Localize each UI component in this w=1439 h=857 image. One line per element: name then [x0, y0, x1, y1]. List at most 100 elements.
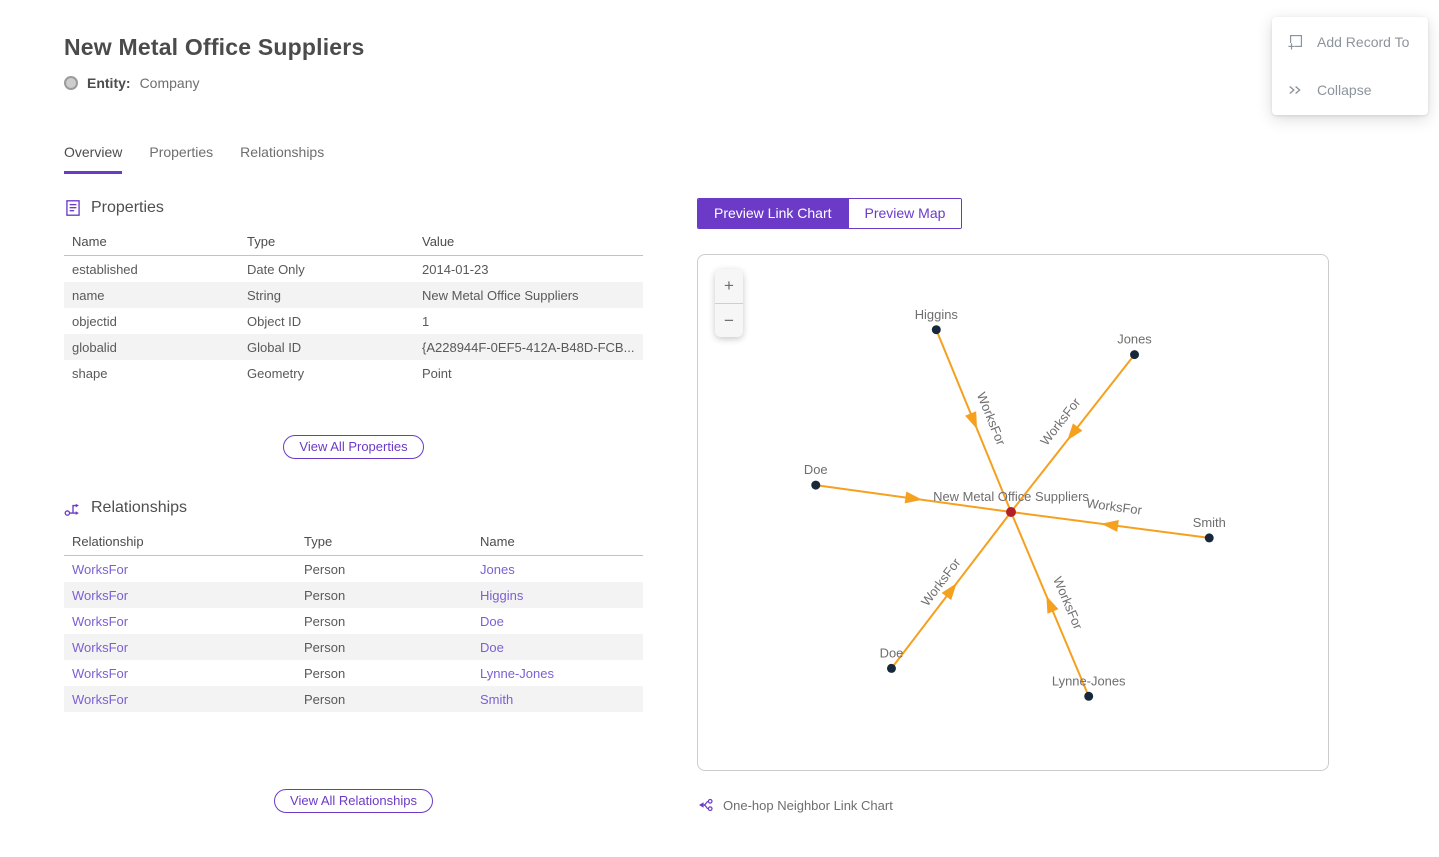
graph-node-label: Doe [804, 462, 828, 477]
relationship-link[interactable]: WorksFor [72, 587, 129, 603]
graph-node-center[interactable] [1006, 507, 1016, 517]
zoom-out-button[interactable]: − [715, 303, 743, 337]
graph-node-doe-left[interactable] [811, 480, 821, 490]
context-menu: Add Record To Collapse [1272, 17, 1428, 115]
graph-edge-arrow-icon [1067, 423, 1083, 441]
column-header-value: Value [422, 234, 455, 249]
properties-form-icon [64, 199, 82, 217]
zoom-in-button[interactable]: + [715, 269, 743, 303]
one-hop-link-chart-icon [698, 797, 714, 813]
double-chevron-right-icon [1287, 82, 1303, 98]
graph-edge-arrow-icon [904, 491, 923, 504]
tab-properties[interactable]: Properties [149, 144, 214, 160]
add-record-icon [1287, 34, 1303, 50]
relationship-link[interactable]: WorksFor [72, 691, 129, 707]
table-row: WorksFor Person Doe [64, 608, 643, 634]
page-title: New Metal Office Suppliers [64, 34, 365, 60]
property-type: Object ID [247, 313, 302, 329]
relationships-table: Relationship Type Name WorksFor Person J… [64, 528, 643, 712]
relationship-type: Person [304, 587, 346, 603]
entity-type-dot-icon [64, 76, 78, 90]
entity-type-row: Entity: Company [64, 73, 643, 93]
menu-item-add-record-to[interactable]: Add Record To [1272, 18, 1428, 66]
graph-edge-label: WorksFor [1037, 394, 1084, 448]
related-entity-link[interactable]: Lynne-Jones [480, 665, 554, 681]
table-row: shape Geometry Point [64, 360, 643, 386]
preview-link-chart-button[interactable]: Preview Link Chart [698, 199, 848, 228]
property-name: established [72, 261, 138, 277]
relationship-link[interactable]: WorksFor [72, 639, 129, 655]
relationship-type: Person [304, 613, 346, 629]
properties-table-body: established Date Only 2014-01-23 name St… [64, 256, 643, 386]
graph-node-label: New Metal Office Suppliers [933, 489, 1089, 504]
graph-edge-arrow-icon [941, 583, 957, 601]
preview-map-button[interactable]: Preview Map [847, 199, 962, 228]
related-entity-link[interactable]: Higgins [480, 587, 524, 603]
graph-edge-label: WorksFor [1086, 495, 1144, 517]
graph-edge-label: WorksFor [974, 390, 1009, 448]
relationship-link[interactable]: WorksFor [72, 613, 129, 629]
properties-table: Name Type Value established Date Only 20… [64, 228, 643, 386]
table-row: WorksFor Person Doe [64, 634, 643, 660]
properties-section-title: Properties [91, 198, 164, 216]
graph-node-smith[interactable] [1204, 533, 1214, 543]
graph-node-jones[interactable] [1130, 350, 1140, 360]
property-value: New Metal Office Suppliers [422, 287, 579, 303]
property-type: Geometry [247, 365, 305, 381]
entity-label: Entity: [87, 75, 131, 91]
graph-node-higgins[interactable] [931, 325, 941, 335]
column-header-name: Name [72, 234, 107, 249]
link-chart-panel: + − WorksFor WorksFor WorksFor WorksFor Work… [697, 254, 1329, 771]
relationship-type: Person [304, 665, 346, 681]
table-row: WorksFor Person Lynne-Jones [64, 660, 643, 686]
related-entity-link[interactable]: Doe [480, 613, 504, 629]
relationship-link[interactable]: WorksFor [72, 665, 129, 681]
property-value: 1 [422, 313, 430, 329]
tab-relationships[interactable]: Relationships [240, 144, 325, 160]
view-all-properties-button[interactable]: View All Properties [283, 435, 424, 459]
chart-caption: One-hop Neighbor Link Chart [698, 797, 893, 813]
graph-node-doe-bottom[interactable] [886, 663, 896, 673]
property-name: objectid [72, 313, 117, 329]
graph-node-label: Smith [1193, 515, 1226, 530]
chart-caption-text: One-hop Neighbor Link Chart [723, 797, 893, 813]
entity-value: Company [139, 75, 200, 91]
column-header-type: Type [247, 234, 276, 249]
property-value: {A228944F-0EF5-412A-B48D-FCB... [422, 339, 635, 355]
graph-node-label: Jones [1117, 332, 1152, 347]
relationships-table-body: WorksFor Person Jones WorksFor Person Hi… [64, 556, 643, 712]
view-all-relationships-button[interactable]: View All Relationships [274, 789, 433, 813]
property-value: Point [422, 365, 452, 381]
graph-edge-label: WorksFor [1050, 574, 1086, 632]
menu-item-label: Collapse [1317, 82, 1372, 98]
property-type: String [247, 287, 281, 303]
tab-overview[interactable]: Overview [64, 143, 123, 174]
graph-node-label: Lynne-Jones [1052, 673, 1126, 688]
graph-edge-arrow-icon [1101, 520, 1119, 532]
property-name: globalid [72, 339, 117, 355]
relationship-type: Person [304, 639, 346, 655]
related-entity-link[interactable]: Smith [480, 691, 514, 707]
related-entity-link[interactable]: Jones [480, 561, 515, 577]
column-header-name: Name [480, 534, 515, 549]
relationship-link[interactable]: WorksFor [72, 561, 129, 577]
relationship-type: Person [304, 561, 346, 577]
property-type: Global ID [247, 339, 302, 355]
property-name: shape [72, 365, 108, 381]
table-row: WorksFor Person Jones [64, 556, 643, 582]
table-row: globalid Global ID {A228944F-0EF5-412A-B… [64, 334, 643, 360]
link-chart-icon [64, 499, 82, 517]
relationships-section: Relationships Relationship Type Name Wor… [64, 497, 643, 813]
table-row: name String New Metal Office Suppliers [64, 282, 643, 308]
preview-toggle: Preview Link Chart Preview Map [697, 198, 963, 229]
graph-node-lynne-jones[interactable] [1084, 691, 1094, 701]
property-name: name [72, 287, 105, 303]
related-entity-link[interactable]: Doe [480, 639, 504, 655]
table-row: established Date Only 2014-01-23 [64, 256, 643, 282]
property-type: Date Only [247, 261, 305, 277]
menu-item-collapse[interactable]: Collapse [1272, 66, 1428, 114]
detail-tabs: Overview Properties Relationships [64, 143, 643, 174]
menu-item-label: Add Record To [1317, 34, 1410, 50]
